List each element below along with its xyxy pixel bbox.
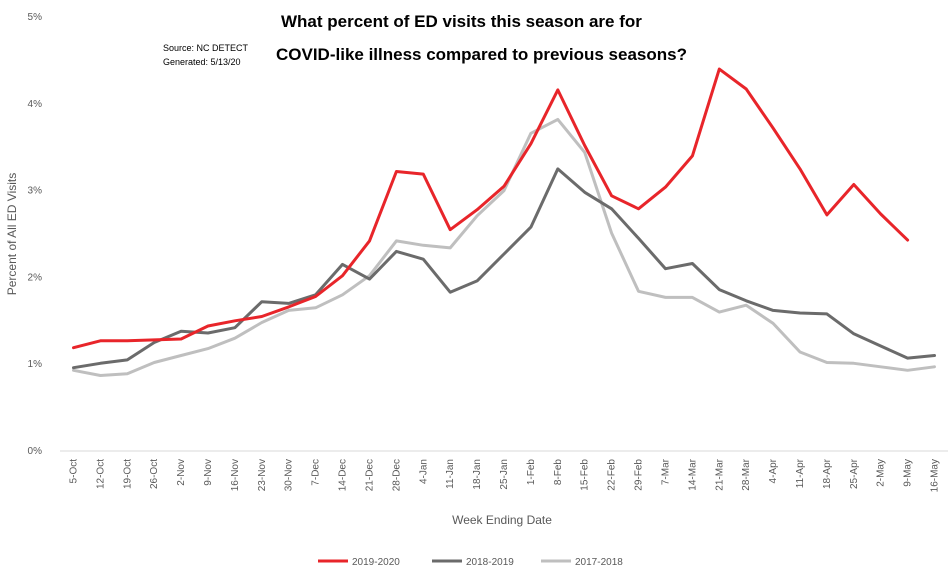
y-tick-label: 1% <box>28 359 43 370</box>
x-axis-ticks: 5-Oct 12-Oct 19-Oct 26-Oct 2-Nov 9-Nov 16-Nov 2… <box>68 458 940 492</box>
x-tick-label: 21-Mar <box>714 458 725 490</box>
x-tick-label: 2-Nov <box>176 459 187 486</box>
x-tick-label: 5-Oct <box>68 459 79 484</box>
legend-label-2018-2019: 2018-2019 <box>466 557 514 568</box>
y-tick-label: 4% <box>28 99 43 110</box>
x-tick-label: 16-Nov <box>230 459 241 491</box>
x-tick-label: 12-Oct <box>95 459 106 489</box>
x-tick-label: 7-Dec <box>311 459 322 486</box>
y-tick-label: 2% <box>28 272 43 283</box>
x-tick-label: 18-Apr <box>822 458 833 489</box>
x-tick-label: 9-Nov <box>203 459 214 486</box>
y-tick-label: 0% <box>28 446 43 457</box>
x-tick-label: 2-May <box>876 459 887 487</box>
series-lines <box>72 67 936 377</box>
y-axis-ticks: 0% 1% 2% 3% 4% 5% <box>28 12 43 457</box>
x-tick-label: 21-Dec <box>364 459 375 491</box>
x-tick-label: 22-Feb <box>607 459 618 491</box>
x-tick-label: 7-Mar <box>660 458 671 485</box>
x-tick-label: 26-Oct <box>149 459 160 489</box>
series-line-2017-2018 <box>72 117 936 377</box>
x-tick-label: 18-Jan <box>472 459 483 490</box>
x-tick-label: 8-Feb <box>553 459 564 486</box>
source-label: Source: NC DETECT <box>163 43 249 53</box>
chart-title-line2: COVID-like illness compared to previous … <box>276 45 687 64</box>
x-tick-label: 19-Oct <box>122 459 133 489</box>
y-tick-label: 3% <box>28 186 43 197</box>
x-tick-label: 30-Nov <box>284 459 295 491</box>
x-tick-label: 14-Mar <box>687 458 698 490</box>
x-tick-label: 4-Apr <box>768 458 779 483</box>
x-tick-label: 16-May <box>930 459 941 492</box>
x-tick-label: 25-Apr <box>849 458 860 489</box>
y-axis-title: Percent of All ED Visits <box>5 173 19 296</box>
y-tick-label: 5% <box>28 12 43 23</box>
x-tick-label: 9-May <box>903 459 914 487</box>
x-tick-label: 11-Jan <box>445 459 456 489</box>
generated-label: Generated: 5/13/20 <box>163 57 241 67</box>
legend-label-2017-2018: 2017-2018 <box>575 557 623 568</box>
chart-title-line1: What percent of ED visits this season ar… <box>281 12 642 31</box>
series-line-2019-2020 <box>72 67 910 350</box>
x-tick-label: 4-Jan <box>418 459 429 484</box>
series-line-2018-2019 <box>72 167 936 370</box>
x-tick-label: 29-Feb <box>634 459 645 491</box>
x-tick-label: 28-Dec <box>391 459 402 491</box>
x-axis-title: Week Ending Date <box>452 513 552 527</box>
x-tick-label: 25-Jan <box>499 459 510 490</box>
x-tick-label: 11-Apr <box>795 458 806 488</box>
legend: 2019-2020 2018-2019 2017-2018 <box>318 557 623 568</box>
x-tick-label: 1-Feb <box>526 459 537 486</box>
x-tick-label: 23-Nov <box>257 459 268 491</box>
x-tick-label: 14-Dec <box>338 459 349 491</box>
x-tick-label: 28-Mar <box>741 458 752 490</box>
x-tick-label: 15-Feb <box>580 459 591 491</box>
legend-label-2019-2020: 2019-2020 <box>352 557 400 568</box>
